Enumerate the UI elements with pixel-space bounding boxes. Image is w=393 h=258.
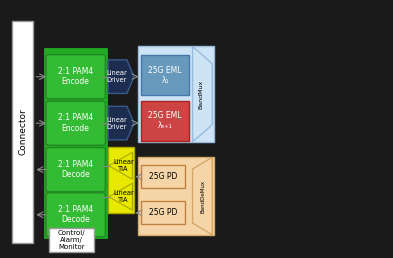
Bar bbox=[138, 46, 214, 142]
Text: BandDeMux: BandDeMux bbox=[201, 180, 206, 213]
Text: Linear
TIA: Linear TIA bbox=[113, 190, 134, 203]
Bar bbox=[45, 49, 106, 237]
Text: Connector: Connector bbox=[18, 108, 27, 155]
Polygon shape bbox=[109, 183, 132, 210]
Text: 25G PD: 25G PD bbox=[149, 208, 177, 217]
Text: Control/
Alarm/
Monitor: Control/ Alarm/ Monitor bbox=[58, 230, 86, 250]
Text: 25G EML
λₙ₊₁: 25G EML λₙ₊₁ bbox=[148, 111, 182, 130]
Polygon shape bbox=[193, 157, 212, 235]
Bar bbox=[141, 165, 185, 188]
Text: 25G EML
λ₁: 25G EML λ₁ bbox=[148, 66, 182, 85]
Polygon shape bbox=[108, 106, 134, 140]
FancyBboxPatch shape bbox=[46, 193, 105, 237]
Bar bbox=[141, 201, 185, 224]
Polygon shape bbox=[108, 60, 134, 93]
Text: 2:1 PAM4
Encode: 2:1 PAM4 Encode bbox=[58, 67, 93, 86]
Text: 2:1 PAM4
Decode: 2:1 PAM4 Decode bbox=[58, 160, 93, 179]
Polygon shape bbox=[109, 152, 132, 179]
FancyBboxPatch shape bbox=[46, 148, 105, 192]
Bar bbox=[141, 101, 189, 141]
FancyBboxPatch shape bbox=[46, 55, 105, 99]
Text: Linear
TIA: Linear TIA bbox=[113, 159, 134, 172]
Bar bbox=[49, 228, 94, 252]
Text: BandMux: BandMux bbox=[198, 79, 203, 109]
Text: Linear
Driver: Linear Driver bbox=[106, 117, 127, 130]
Bar bbox=[141, 55, 189, 95]
Bar bbox=[12, 21, 33, 243]
Text: 2:1 PAM4
Encode: 2:1 PAM4 Encode bbox=[58, 114, 93, 133]
Text: Linear
Driver: Linear Driver bbox=[106, 70, 127, 83]
FancyBboxPatch shape bbox=[46, 101, 105, 145]
Bar bbox=[138, 157, 214, 235]
Bar bbox=[108, 147, 134, 213]
Polygon shape bbox=[193, 46, 212, 142]
Text: 2:1 PAM4
Decode: 2:1 PAM4 Decode bbox=[58, 205, 93, 224]
Text: 25G PD: 25G PD bbox=[149, 172, 177, 181]
